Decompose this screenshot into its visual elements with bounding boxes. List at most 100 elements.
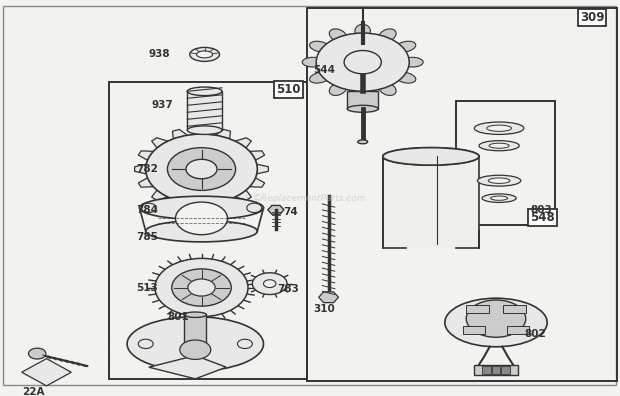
Bar [482,366,491,374]
Text: 785: 785 [136,232,158,242]
Circle shape [316,33,409,91]
Ellipse shape [309,41,330,52]
Circle shape [237,339,252,348]
Bar [463,326,485,334]
Bar [187,91,222,130]
Circle shape [180,340,211,360]
Polygon shape [149,356,226,379]
Text: 22A: 22A [22,386,44,396]
Polygon shape [319,292,339,303]
Text: 784: 784 [136,205,158,215]
Polygon shape [194,204,209,211]
Text: 782: 782 [136,164,158,174]
Polygon shape [172,129,187,139]
Circle shape [264,280,276,287]
Text: 803: 803 [530,205,552,215]
Text: 938: 938 [149,50,170,59]
Ellipse shape [197,51,213,58]
Bar [466,305,489,313]
Polygon shape [172,199,187,209]
Circle shape [186,159,217,179]
Ellipse shape [477,175,521,186]
Ellipse shape [127,317,264,371]
Polygon shape [235,138,251,148]
Text: 937: 937 [152,100,174,110]
Text: 513: 513 [136,282,158,293]
Ellipse shape [190,48,219,61]
Ellipse shape [184,312,206,318]
Ellipse shape [487,125,512,131]
Bar [307,8,617,381]
Bar [474,365,518,375]
Text: 548: 548 [530,211,555,224]
Text: ©ReplacementParts.com: ©ReplacementParts.com [253,194,367,203]
Polygon shape [138,151,153,160]
Bar [456,101,555,225]
Text: 801: 801 [167,312,189,322]
Circle shape [175,202,228,235]
Ellipse shape [479,141,520,151]
Ellipse shape [309,72,330,83]
Text: 74: 74 [283,207,298,217]
Ellipse shape [474,122,524,134]
Ellipse shape [355,86,371,100]
Polygon shape [250,178,265,187]
Ellipse shape [488,178,510,183]
Circle shape [167,148,236,190]
Circle shape [155,259,248,317]
Bar [503,305,526,313]
Ellipse shape [489,143,509,148]
Bar [108,82,307,379]
Polygon shape [216,129,231,139]
Polygon shape [216,199,231,209]
Ellipse shape [482,194,516,202]
Text: 544: 544 [313,65,335,75]
Ellipse shape [140,196,264,219]
Polygon shape [250,151,265,160]
Ellipse shape [396,41,416,52]
Circle shape [146,134,257,204]
Circle shape [252,273,287,295]
Text: 309: 309 [580,11,604,24]
Polygon shape [194,127,209,134]
Ellipse shape [383,148,479,165]
Bar [501,366,510,374]
Circle shape [29,348,46,359]
Bar [383,156,479,248]
Polygon shape [22,359,71,386]
Ellipse shape [303,57,324,67]
Bar [507,326,529,334]
Ellipse shape [355,24,371,38]
Ellipse shape [401,57,423,67]
Ellipse shape [490,196,508,200]
Ellipse shape [329,83,347,95]
Bar [184,315,206,344]
Bar [347,91,378,109]
Polygon shape [152,138,168,148]
Circle shape [188,279,215,296]
Ellipse shape [187,87,222,95]
Bar [492,366,500,374]
Ellipse shape [445,298,547,347]
Circle shape [141,203,156,213]
Circle shape [172,269,231,306]
Ellipse shape [396,72,416,83]
Ellipse shape [383,148,479,165]
Ellipse shape [379,29,396,42]
Text: 310: 310 [313,304,335,314]
Ellipse shape [347,105,378,112]
Circle shape [247,203,262,213]
Polygon shape [152,190,168,200]
Ellipse shape [379,83,396,95]
Ellipse shape [146,221,257,242]
Polygon shape [268,206,284,214]
Polygon shape [135,164,146,174]
Text: 783: 783 [277,284,299,295]
Polygon shape [257,164,268,174]
Circle shape [138,339,153,348]
Ellipse shape [329,29,347,42]
Text: 510: 510 [276,83,301,96]
Ellipse shape [358,140,368,144]
Circle shape [466,300,526,337]
Ellipse shape [187,126,222,134]
